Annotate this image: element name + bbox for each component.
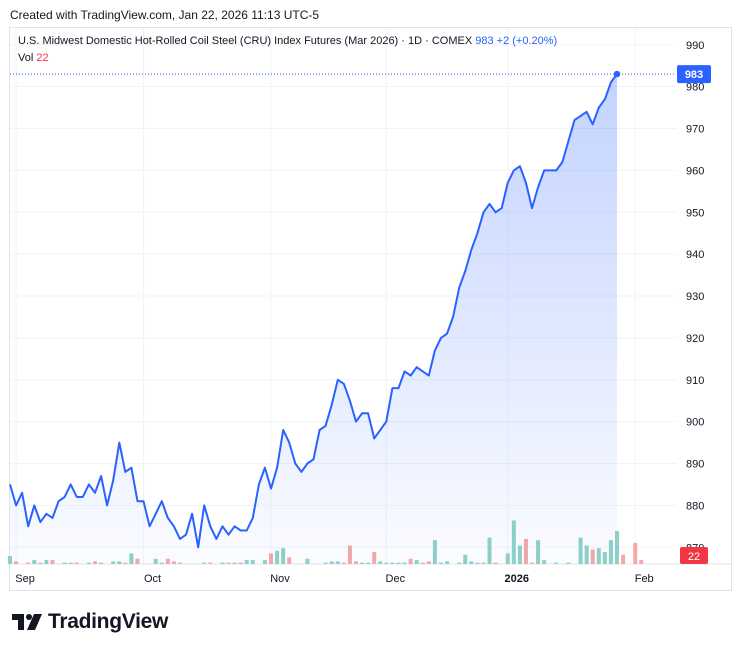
x-tick-label: Dec: [386, 573, 406, 585]
y-tick-label: 970: [686, 124, 704, 136]
brand-name: TradingView: [48, 610, 169, 633]
created-with-text: Created with TradingView.com, Jan 22, 20…: [10, 8, 320, 22]
x-tick-label: Oct: [144, 573, 161, 585]
y-tick-label: 920: [686, 333, 704, 345]
chart-legend: U.S. Midwest Domestic Hot-Rolled Coil St…: [18, 35, 557, 47]
x-tick-label: 2026: [504, 573, 528, 585]
tradingview-logo[interactable]: TradingView: [12, 610, 168, 634]
x-tick-label: Sep: [15, 573, 35, 585]
volume-label: Vol: [18, 52, 34, 64]
last-price-badge-label: 983: [685, 69, 703, 81]
volume-bar: [633, 542, 638, 564]
y-tick-label: 890: [686, 459, 704, 471]
symbol-title: U.S. Midwest Domestic Hot-Rolled Coil St…: [18, 35, 473, 47]
y-tick-label: 990: [686, 40, 704, 52]
x-axis-ticks: Sep Oct Nov Dec 2026 Feb: [15, 573, 653, 585]
volume-badge: [680, 547, 708, 564]
x-tick-label: Nov: [270, 573, 290, 585]
last-price: 983: [475, 35, 494, 47]
y-tick-label: 940: [686, 249, 704, 261]
y-tick-label: 880: [686, 500, 704, 512]
y-tick-label: 900: [686, 417, 704, 429]
y-tick-label: 910: [686, 375, 704, 387]
chart-frame: [9, 27, 732, 591]
y-tick-label: 950: [686, 207, 704, 219]
y-axis-ticks: 870880890900910920930940950960970980990: [686, 40, 704, 555]
volume-bar: [621, 554, 626, 564]
last-price-badge: [677, 65, 711, 84]
volume-badge-label: 22: [688, 551, 700, 563]
volume-legend: Vol 22: [18, 52, 49, 64]
y-tick-label: 960: [686, 165, 704, 177]
price-change: +2 (+0.20%): [496, 35, 558, 47]
tradingview-logo-icon: [12, 614, 42, 630]
x-tick-label: Feb: [635, 573, 654, 585]
price-line: [9, 73, 618, 549]
price-area-fill: [10, 74, 617, 564]
volume-bar: [639, 560, 644, 564]
price-area: [9, 70, 621, 564]
y-tick-label: 980: [686, 82, 704, 94]
volume-value: 22: [36, 52, 49, 64]
price-badges: 983 22: [677, 65, 711, 564]
y-tick-label: 930: [686, 291, 704, 303]
